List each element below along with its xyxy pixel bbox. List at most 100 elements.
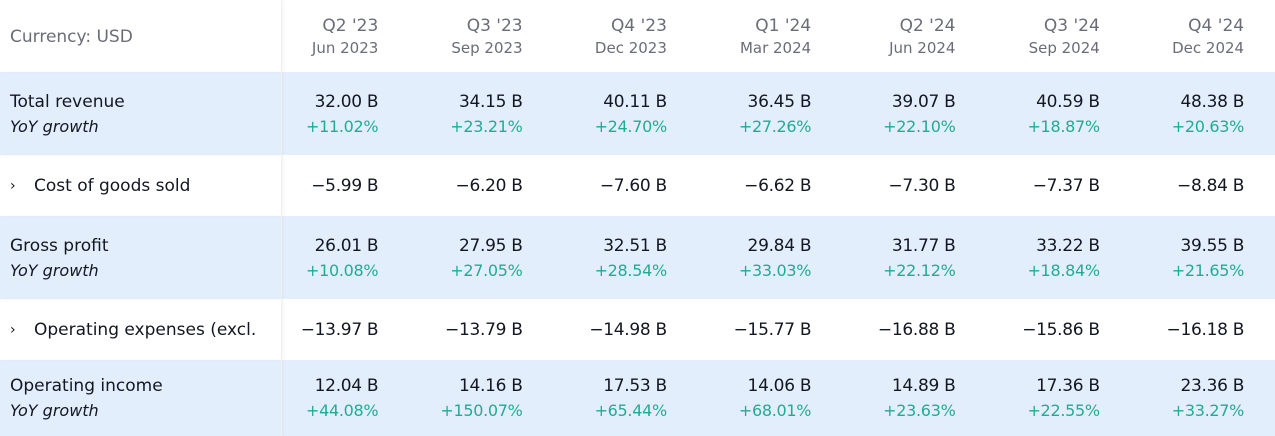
chevron-right-icon[interactable]: › xyxy=(10,177,16,194)
value: 32.00 B xyxy=(314,91,379,112)
period-date: Jun 2023 xyxy=(311,39,379,57)
value: −7.30 B xyxy=(888,175,956,196)
value: 27.95 B xyxy=(458,235,523,256)
value-cell: 32.00 B +11.02% xyxy=(282,72,426,155)
value-cell: 14.16 B +150.07% xyxy=(426,360,570,436)
value-cell: 39.55 B +21.65% xyxy=(1148,216,1275,299)
yoy-growth: +11.02% xyxy=(305,116,379,136)
value-cell: −6.20 B xyxy=(426,155,570,216)
value-cell: −16.18 B xyxy=(1148,299,1275,360)
row-sub-label: YoY growth xyxy=(10,401,99,420)
expand-row-toggle[interactable]: › Cost of goods sold xyxy=(10,176,281,196)
value: −15.77 B xyxy=(733,319,812,340)
table-row: Gross profit YoY growth 26.01 B +10.08% 27.9… xyxy=(0,216,1275,299)
period-quarter: Q3 '23 xyxy=(466,16,523,36)
value-cell: 36.45 B +27.26% xyxy=(715,72,859,155)
yoy-growth: +23.21% xyxy=(450,116,523,136)
value: 17.53 B xyxy=(603,376,667,396)
value-cell: 17.53 B +65.44% xyxy=(571,360,715,436)
value: 14.16 B xyxy=(458,376,523,396)
yoy-growth: +23.63% xyxy=(883,401,956,420)
value: 40.59 B xyxy=(1036,91,1100,112)
value: 34.15 B xyxy=(458,91,523,112)
value: 23.36 B xyxy=(1180,376,1245,396)
value: −7.37 B xyxy=(1032,175,1100,196)
yoy-growth: +33.27% xyxy=(1171,401,1245,420)
value-cell: −13.79 B xyxy=(426,299,570,360)
period-header[interactable]: Q1 '24 Mar 2024 xyxy=(715,0,859,72)
row-label: Gross profit xyxy=(10,235,109,256)
yoy-growth: +24.70% xyxy=(594,116,668,136)
value-cell: −6.62 B xyxy=(715,155,859,216)
table-row[interactable]: › Cost of goods sold −5.99 B −6.20 B −7.60 B… xyxy=(0,155,1275,216)
value: 33.22 B xyxy=(1036,235,1100,256)
yoy-growth: +27.26% xyxy=(738,116,812,136)
yoy-growth: +68.01% xyxy=(738,401,812,420)
value-cell: −8.84 B xyxy=(1148,155,1275,216)
value-cell: 14.89 B +23.63% xyxy=(859,360,1003,436)
value-cell: 29.84 B +33.03% xyxy=(715,216,859,299)
period-header[interactable]: Q3 '24 Sep 2024 xyxy=(1003,0,1147,72)
row-label-cell: › Operating expenses (excl. xyxy=(0,299,282,360)
yoy-growth: +150.07% xyxy=(440,401,523,420)
value-cell: 26.01 B +10.08% xyxy=(282,216,426,299)
value: 36.45 B xyxy=(747,91,812,112)
period-quarter: Q2 '24 xyxy=(899,16,956,36)
period-quarter: Q2 '23 xyxy=(322,16,379,36)
value: −8.84 B xyxy=(1177,175,1245,196)
period-header[interactable]: Q4 '24 Dec 2024 xyxy=(1148,0,1275,72)
expand-row-toggle[interactable]: › Operating expenses (excl. xyxy=(10,320,281,340)
period-date: Sep 2024 xyxy=(1028,39,1100,57)
period-date: Jun 2024 xyxy=(889,39,956,57)
chevron-right-icon[interactable]: › xyxy=(10,321,16,338)
value-cell: −7.30 B xyxy=(859,155,1003,216)
period-header[interactable]: Q3 '23 Sep 2023 xyxy=(426,0,570,72)
value: 39.55 B xyxy=(1180,235,1245,256)
period-date: Dec 2024 xyxy=(1172,39,1245,57)
value-cell: −15.86 B xyxy=(1003,299,1147,360)
value-cell: 40.59 B +18.87% xyxy=(1003,72,1147,155)
table-row[interactable]: › Operating expenses (excl. −13.97 B −13.79… xyxy=(0,299,1275,360)
period-date: Sep 2023 xyxy=(451,39,523,57)
value: 17.36 B xyxy=(1036,376,1100,396)
value-cell: 14.06 B +68.01% xyxy=(715,360,859,436)
row-label-cell: Gross profit YoY growth xyxy=(0,216,282,299)
yoy-growth: +18.84% xyxy=(1027,260,1100,280)
value: 40.11 B xyxy=(603,91,667,112)
yoy-growth: +20.63% xyxy=(1171,116,1245,136)
value-cell: 40.11 B +24.70% xyxy=(571,72,715,155)
currency-label: Currency: USD xyxy=(0,0,282,72)
value: −14.98 B xyxy=(589,319,667,340)
value-cell: 33.22 B +18.84% xyxy=(1003,216,1147,299)
value-cell: 48.38 B +20.63% xyxy=(1148,72,1275,155)
yoy-growth: +33.03% xyxy=(738,260,812,280)
value: −16.18 B xyxy=(1166,319,1245,340)
value-cell: 31.77 B +22.12% xyxy=(859,216,1003,299)
row-sub-label: YoY growth xyxy=(10,116,99,136)
yoy-growth: +44.08% xyxy=(305,401,379,420)
period-quarter: Q4 '24 xyxy=(1188,16,1245,36)
row-sub-label: YoY growth xyxy=(10,260,99,280)
period-quarter: Q3 '24 xyxy=(1043,16,1100,36)
value: −7.60 B xyxy=(599,175,667,196)
yoy-growth: +28.54% xyxy=(594,260,668,280)
row-label-cell: Operating income YoY growth xyxy=(0,360,282,436)
value-cell: −5.99 B xyxy=(282,155,426,216)
period-header[interactable]: Q2 '23 Jun 2023 xyxy=(282,0,426,72)
yoy-growth: +22.12% xyxy=(883,260,956,280)
value: −13.97 B xyxy=(300,319,379,340)
row-label-cell: › Cost of goods sold xyxy=(0,155,282,216)
value-cell: −15.77 B xyxy=(715,299,859,360)
period-header[interactable]: Q2 '24 Jun 2024 xyxy=(859,0,1003,72)
value: 32.51 B xyxy=(603,235,667,256)
value-cell: −14.98 B xyxy=(571,299,715,360)
value: −6.62 B xyxy=(744,175,812,196)
value: 31.77 B xyxy=(891,235,956,256)
period-quarter: Q1 '24 xyxy=(755,16,812,36)
table-row: Total revenue YoY growth 32.00 B +11.02% 34.… xyxy=(0,72,1275,155)
value-cell: 12.04 B +44.08% xyxy=(282,360,426,436)
period-header[interactable]: Q4 '23 Dec 2023 xyxy=(571,0,715,72)
yoy-growth: +27.05% xyxy=(450,260,523,280)
value-cell: −13.97 B xyxy=(282,299,426,360)
period-date: Mar 2024 xyxy=(739,39,812,57)
